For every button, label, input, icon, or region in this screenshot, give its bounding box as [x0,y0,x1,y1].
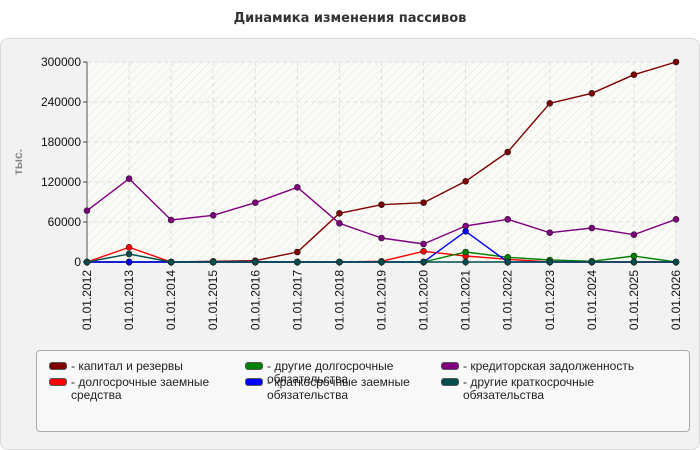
x-tick-label: 01.01.2025 [627,270,641,330]
data-point-s1 [378,201,385,208]
data-point-s3 [462,248,469,256]
x-tick-label: 01.01.2018 [332,270,346,330]
legend-swatch [441,378,459,386]
data-point-s5 [125,175,133,182]
data-point-s5 [294,184,301,191]
data-point-s5 [378,234,385,242]
data-point-s5 [504,216,512,223]
data-point-s6 [672,258,680,266]
chart-title: Динамика изменения пассивов [233,11,467,26]
data-point-s2 [420,248,427,255]
y-tick-label: 300000 [41,55,81,69]
legend-swatch [441,362,459,370]
data-point-s6 [209,258,217,266]
x-tick-label: 01.01.2023 [543,270,557,330]
y-tick-label: 0 [74,255,81,269]
legend-label: - кредиторская задолженность [463,359,635,373]
data-point-s6 [504,258,512,266]
data-point-s6 [420,258,427,266]
y-tick-label: 120000 [41,175,81,189]
data-point-s5 [420,240,427,248]
x-tick-label: 01.01.2020 [417,270,431,330]
x-tick-label: 01.01.2013 [122,270,136,330]
data-point-s6 [378,258,385,266]
x-tick-label: 01.01.2015 [206,270,220,330]
x-tick-label: 01.01.2019 [375,270,389,330]
data-point-s2 [125,244,133,251]
x-tick-label: 01.01.2012 [80,270,94,330]
legend-label: - другие долгосрочные обязательства [267,359,394,386]
data-point-s5 [251,199,259,206]
data-point-s5 [83,207,91,214]
data-point-s5 [209,212,217,219]
data-point-s6 [336,258,343,266]
legend-swatch [49,378,67,386]
data-point-s1 [588,90,596,97]
legend-label: - краткосрочные заемные обязательства [267,375,410,402]
data-point-s5 [672,216,680,223]
data-point-s6 [588,258,596,266]
x-tick-label: 01.01.2016 [248,270,262,330]
data-point-s6 [462,258,469,266]
legend-label: - другие краткосрочные обязательства [463,375,595,402]
data-point-s5 [167,216,175,224]
data-point-s3 [630,252,638,260]
data-point-s6 [546,258,554,266]
data-point-s1 [462,178,469,185]
x-tick-label: 01.01.2021 [459,270,473,330]
x-tick-label: 01.01.2024 [585,270,599,330]
legend-label: - капитал и резервы [71,359,183,373]
data-point-s6 [125,250,133,258]
data-point-s1 [336,210,343,217]
x-tick-label: 01.01.2026 [669,270,683,330]
data-point-s1 [672,58,680,66]
legend-swatch [245,378,263,386]
data-point-s6 [630,258,638,266]
legend: - капитал и резервы - долгосрочные заемны… [36,350,690,432]
y-tick-label: 180000 [41,135,81,149]
data-point-s5 [462,222,469,230]
data-point-s6 [83,258,91,266]
y-axis-label: тыс. [11,149,25,175]
data-point-s4 [125,258,133,266]
y-tick-label: 60000 [48,215,82,229]
x-tick-label: 01.01.2017 [290,270,304,330]
data-point-s1 [294,248,301,256]
x-tick-label: 01.01.2022 [501,270,515,330]
data-point-s5 [630,231,638,238]
legend-swatch [245,362,263,370]
data-point-s5 [588,224,596,232]
data-point-s6 [294,258,301,266]
data-point-s6 [167,258,175,266]
data-point-s5 [336,220,343,227]
legend-label: - долгосрочные заемные средства [71,375,210,402]
y-tick-label: 240000 [41,95,81,109]
data-point-s1 [630,71,638,78]
x-tick-label: 01.01.2014 [164,270,178,330]
data-point-s5 [546,229,554,236]
data-point-s1 [546,100,554,107]
data-point-s1 [504,148,512,156]
data-point-s1 [420,199,427,206]
legend-swatch [49,362,67,370]
data-point-s6 [251,258,259,266]
